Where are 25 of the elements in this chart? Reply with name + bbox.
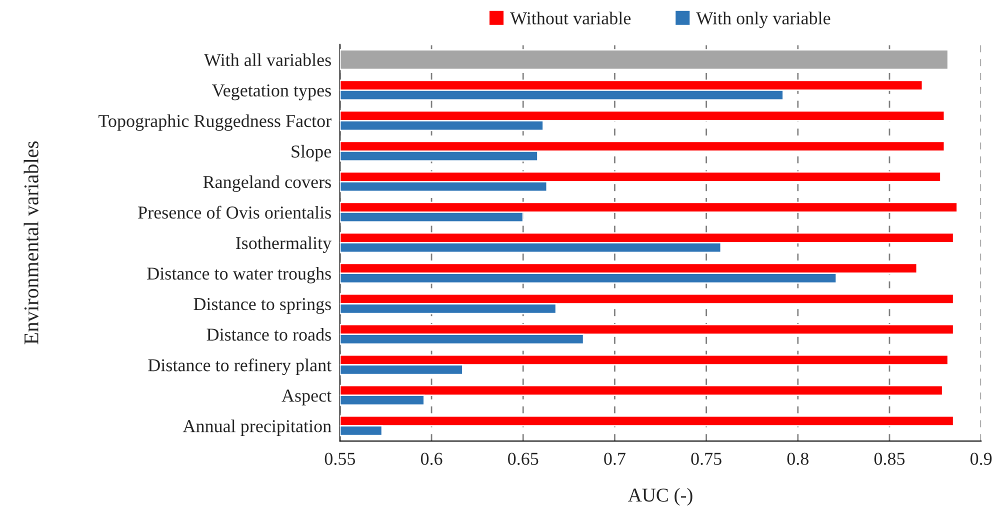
y-tick-label: Distance to roads — [206, 328, 331, 341]
x-tick-label: 0.8 — [787, 452, 808, 465]
x-tick-label: 0.7 — [604, 452, 626, 465]
x-tick-label: 0.85 — [874, 452, 905, 465]
y-tick-label: Slope — [292, 144, 331, 162]
y-tick-label: Topographic Ruggedness Factor — [98, 114, 332, 131]
y-tick-label: Distance to springs — [194, 298, 331, 314]
legend-label: Without variable — [510, 12, 631, 24]
x-tick-label: 0.9 — [970, 452, 992, 465]
x-tick-label: 0.65 — [508, 452, 538, 465]
y-tick-label: With all variables — [204, 53, 331, 66]
y-tick-label: Isothermality — [236, 236, 332, 253]
y-tick-label: Distance to refinery plant — [148, 358, 332, 376]
y-tick-label: Presence of Ovis orientalis — [138, 206, 331, 219]
y-tick-label: Aspect — [282, 390, 332, 406]
legend-label: With only variable — [696, 12, 830, 28]
x-tick-label: 0.55 — [324, 452, 356, 465]
y-tick-label: Annual precipitation — [182, 420, 332, 436]
y-tick-label: Rangeland covers — [203, 175, 331, 192]
x-tick-label: 0.6 — [420, 452, 442, 465]
y-tick-label: Distance to water troughs — [147, 266, 331, 284]
y-tick-label: Vegetation types — [212, 84, 331, 100]
x-axis-title: AUC (-) — [628, 488, 692, 506]
y-axis-title: Environmental variables — [24, 141, 38, 344]
x-tick-label: 0.75 — [691, 452, 722, 465]
